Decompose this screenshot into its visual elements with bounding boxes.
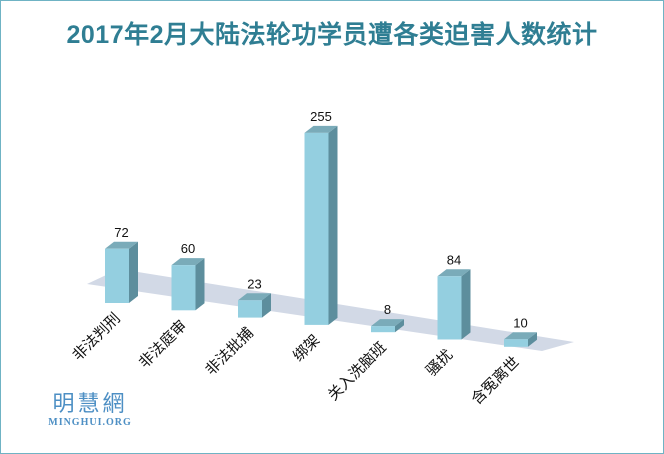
- bar-side: [129, 241, 138, 303]
- bar-side: [395, 319, 404, 333]
- category-label: 关入洗脑班: [324, 338, 390, 404]
- category-label: 非法批捕: [202, 324, 257, 379]
- bar-top: [238, 293, 271, 301]
- bar-front: [437, 276, 462, 340]
- bar-front: [171, 265, 196, 311]
- value-label: 84: [447, 252, 461, 267]
- bar-top: [504, 332, 537, 340]
- bar-top: [437, 269, 471, 277]
- value-label: 60: [181, 241, 195, 256]
- category-label: 非法判刑: [69, 309, 124, 364]
- watermark-logo-text: 明慧網: [52, 392, 128, 417]
- watermark-domain: MINGHUI.ORG: [48, 417, 132, 428]
- category-label: 绑架: [289, 331, 323, 365]
- bar: [371, 319, 404, 333]
- bar: [304, 125, 338, 325]
- chart-title: 2017年2月大陆法轮功学员遭各类迫害人数统计: [66, 21, 598, 49]
- value-label: 23: [247, 276, 261, 291]
- category-label: 非法庭审: [135, 316, 190, 371]
- bar-front: [304, 132, 329, 325]
- bar-front: [504, 339, 528, 347]
- category-label: 骚扰: [422, 346, 456, 380]
- bar: [171, 258, 205, 311]
- bar-side: [461, 269, 471, 340]
- bar: [437, 269, 471, 340]
- value-label: 8: [384, 302, 391, 317]
- bar: [504, 332, 537, 347]
- bar-front: [371, 326, 395, 333]
- bar-side: [262, 293, 271, 318]
- value-label: 10: [513, 315, 527, 330]
- bar-side: [528, 332, 537, 347]
- value-label: 255: [310, 109, 332, 124]
- watermark: 明慧網 MINGHUI.ORG: [35, 392, 145, 429]
- bar-side: [328, 125, 338, 325]
- bar-top: [304, 125, 338, 133]
- bar-front: [238, 300, 262, 318]
- bar-top: [105, 241, 138, 249]
- bar: [105, 241, 138, 303]
- value-labels-group: 72 60 23 255 8 84 10: [114, 109, 527, 330]
- category-label: 含冤离世: [468, 353, 523, 408]
- bar-top: [171, 258, 205, 266]
- bar-side: [195, 258, 205, 311]
- bar-top: [371, 319, 404, 327]
- bar: [238, 293, 271, 318]
- bars-group: [105, 125, 537, 347]
- bar-front: [105, 248, 129, 303]
- value-label: 72: [114, 225, 128, 240]
